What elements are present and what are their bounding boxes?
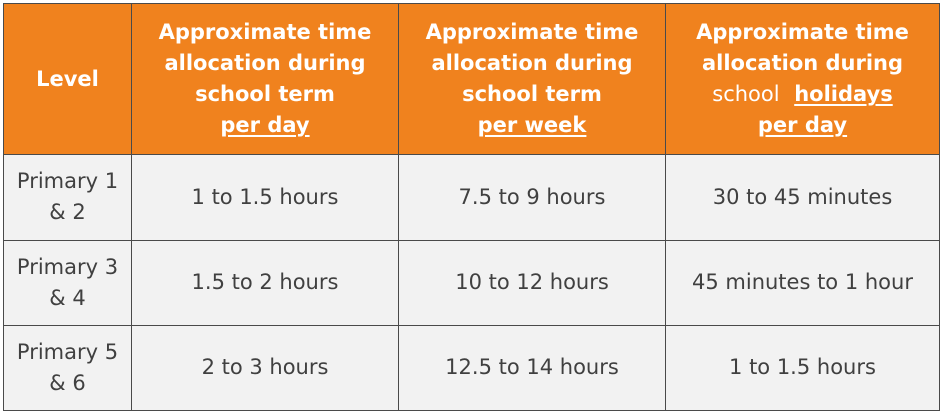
header-holidays-line2: allocation during: [701, 51, 904, 76]
header-holidays-word: holidays: [794, 82, 893, 107]
level-cell: Primary 3 & 4: [3, 239, 132, 326]
header-term-per-day-emphasis: per day: [220, 113, 310, 138]
per-week-cell: 7.5 to 9 hours: [398, 154, 666, 241]
header-term-per-week-line3: school term: [462, 82, 602, 107]
level-cell: Primary 1 & 2: [3, 154, 132, 241]
per-week-cell: 12.5 to 14 hours: [398, 324, 666, 412]
level-cell: Primary 5 & 6: [3, 324, 132, 412]
table-row: Primary 1 & 2 1 to 1.5 hours 7.5 to 9 ho…: [3, 154, 940, 241]
holidays-cell: 45 minutes to 1 hour: [665, 239, 940, 326]
header-level-label: Level: [36, 66, 99, 91]
per-day-cell: 2 to 3 hours: [131, 324, 399, 412]
level-line2: & 4: [49, 285, 86, 310]
per-week-cell: 10 to 12 hours: [398, 239, 666, 326]
time-allocation-table: Level Approximate time allocation during…: [3, 2, 940, 412]
header-term-per-week: Approximate time allocation during schoo…: [398, 2, 666, 156]
header-term-per-week-emphasis: per week: [477, 113, 587, 138]
header-holidays-line3: school holidays: [672, 79, 933, 110]
level-line2: & 2: [49, 200, 86, 225]
header-term-per-day-line2: allocation during: [164, 51, 366, 76]
header-term-per-week-line2: allocation during: [431, 51, 633, 76]
per-day-cell: 1 to 1.5 hours: [131, 154, 399, 241]
header-row: Level Approximate time allocation during…: [3, 2, 940, 156]
level-line2: & 6: [49, 370, 86, 395]
header-holidays-school-word: school: [712, 82, 780, 107]
header-term-per-day: Approximate time allocation during schoo…: [131, 2, 399, 156]
header-holidays-emphasis: per day: [757, 113, 848, 138]
header-term-per-day-line3: school term: [195, 82, 335, 107]
level-line1: Primary 5: [16, 339, 119, 364]
level-line1: Primary 3: [16, 254, 119, 279]
table-row: Primary 5 & 6 2 to 3 hours 12.5 to 14 ho…: [3, 324, 940, 412]
header-term-per-day-line1: Approximate time: [158, 20, 372, 45]
per-day-cell: 1.5 to 2 hours: [131, 239, 399, 326]
holidays-cell: 1 to 1.5 hours: [665, 324, 940, 412]
header-holidays-line1: Approximate time: [696, 20, 909, 45]
level-line1: Primary 1: [16, 169, 119, 194]
header-holidays-per-day: Approximate time allocation during schoo…: [665, 2, 940, 156]
holidays-cell: 30 to 45 minutes: [665, 154, 940, 241]
table-row: Primary 3 & 4 1.5 to 2 hours 10 to 12 ho…: [3, 239, 940, 326]
header-level: Level: [3, 2, 132, 156]
header-term-per-week-line1: Approximate time: [425, 20, 639, 45]
